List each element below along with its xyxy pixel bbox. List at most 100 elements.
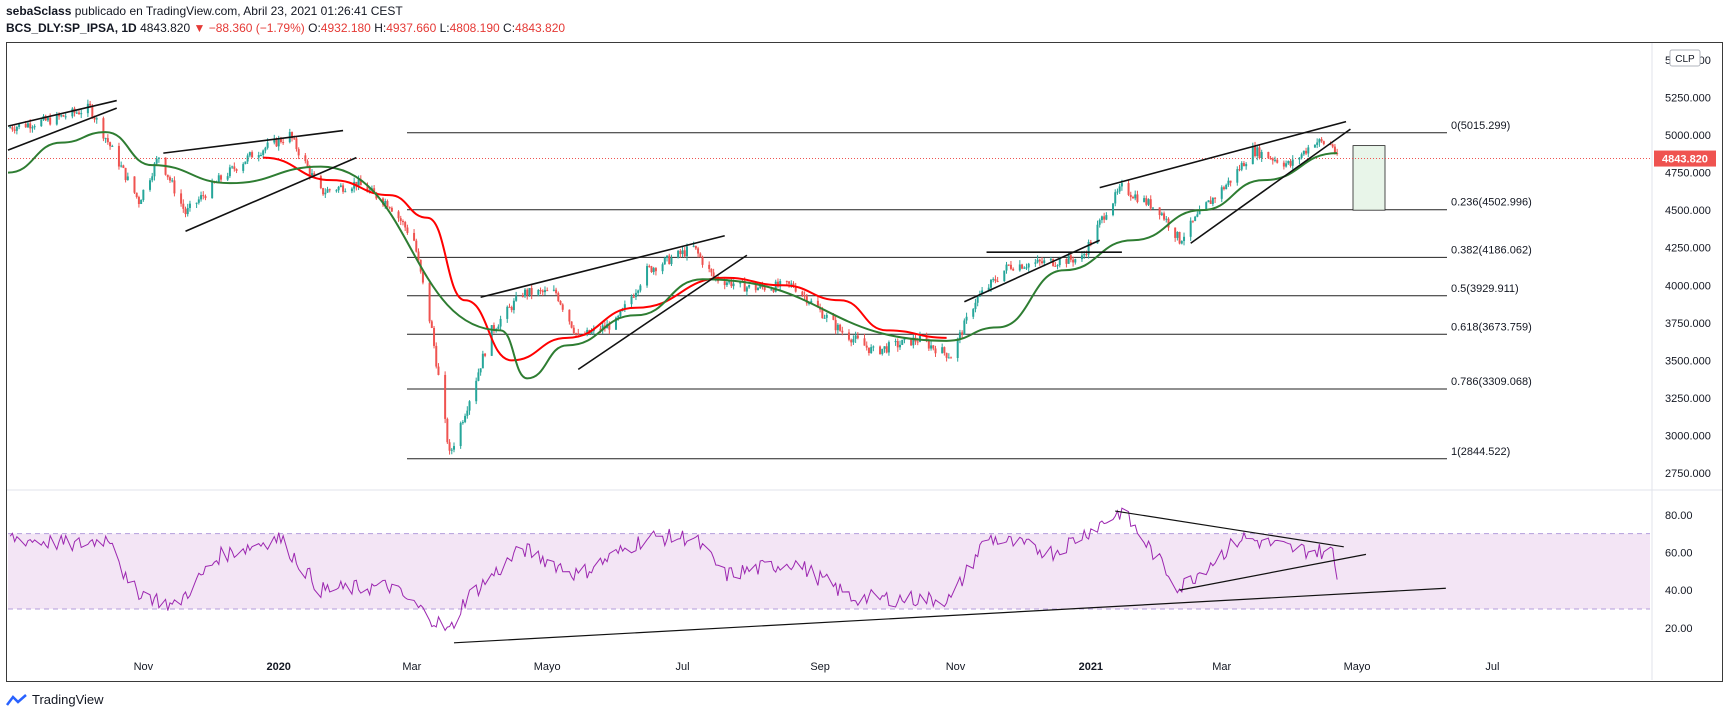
rsi-trend-line	[1115, 510, 1344, 548]
candle-body	[233, 166, 236, 170]
candle-body	[1236, 169, 1239, 183]
candle-body	[62, 115, 65, 117]
candle-body	[947, 357, 950, 359]
candle-body	[1074, 259, 1077, 263]
candle-body	[1065, 259, 1068, 264]
candle-body	[847, 332, 850, 340]
candle-body	[1229, 180, 1232, 183]
currency-badge[interactable]	[1669, 49, 1701, 67]
candle-body	[448, 442, 451, 451]
candle-body	[71, 108, 74, 117]
candle-body	[557, 293, 560, 301]
candle-body	[310, 173, 313, 176]
candle-body	[306, 161, 309, 167]
candle-body	[266, 142, 269, 148]
y-tick-label: 3500.000	[1665, 355, 1711, 367]
candle-body	[1285, 163, 1288, 167]
x-tick-label: Nov	[946, 661, 966, 673]
candle-body	[712, 272, 715, 278]
candle-body	[319, 176, 322, 189]
candle-body	[756, 287, 759, 291]
candle-body	[29, 123, 32, 129]
candle-body	[259, 154, 262, 156]
candle-body	[1069, 255, 1072, 260]
fib-level-label: 1(2844.522)	[1451, 446, 1510, 458]
candle-body	[355, 181, 358, 187]
candle-body	[932, 345, 935, 349]
candle-body	[1211, 197, 1214, 204]
candle-body	[852, 338, 855, 343]
candle-body	[821, 309, 824, 319]
candle-body	[1183, 236, 1186, 242]
candle-body	[106, 138, 109, 143]
candle-body	[13, 129, 16, 131]
candle-body	[1300, 154, 1303, 158]
y-tick-label: 4000.000	[1665, 280, 1711, 292]
candle-body	[881, 348, 884, 355]
candle-body	[1089, 241, 1092, 244]
candle-body	[679, 250, 682, 255]
candle-body	[903, 338, 906, 340]
candle-body	[894, 341, 897, 343]
symbol-label[interactable]: BCS_DLY:SP_IPSA, 1D	[6, 21, 137, 35]
candle-body	[461, 422, 464, 424]
change-arrow-icon: ▼	[193, 21, 206, 35]
candle-body	[732, 283, 735, 287]
last-price-badge	[1654, 150, 1716, 167]
rsi-y-tick-label: 60.00	[1665, 547, 1693, 559]
candle-body	[1034, 262, 1037, 264]
candle-body	[981, 290, 984, 294]
candle-body	[1205, 202, 1208, 210]
candle-body	[677, 250, 680, 258]
candle-body	[856, 335, 859, 339]
candle-body	[149, 180, 152, 190]
candle-body	[304, 155, 307, 162]
candle-body	[211, 181, 214, 199]
candle-body	[652, 268, 655, 273]
candle-body	[666, 255, 669, 258]
candle-body	[1027, 263, 1030, 268]
candle-body	[1320, 139, 1323, 142]
candle-body	[444, 374, 447, 419]
candle-body	[1198, 209, 1201, 215]
candle-body	[171, 180, 174, 182]
candle-body	[961, 332, 964, 335]
candle-body	[683, 250, 686, 257]
candle-body	[515, 295, 518, 301]
trend-line	[163, 129, 344, 154]
candle-body	[883, 346, 886, 349]
candle-body	[1096, 224, 1099, 244]
change-value: −88.360 (−1.79%)	[208, 21, 305, 35]
candle-body	[18, 123, 21, 127]
candle-body	[865, 345, 868, 348]
candle-body	[1120, 183, 1123, 187]
y-tick-label: 3750.000	[1665, 318, 1711, 330]
chart-frame[interactable]	[6, 42, 1723, 682]
candle-body	[850, 339, 853, 343]
candle-body	[950, 357, 953, 359]
footer-brand-label: TradingView	[32, 692, 104, 707]
candle-body	[1114, 192, 1117, 204]
candle-body	[188, 203, 191, 208]
candle-body	[157, 157, 160, 159]
footer-brand[interactable]: TradingView	[6, 692, 104, 707]
candle-body	[1049, 258, 1052, 261]
candle-body	[896, 341, 899, 348]
candle-body	[244, 161, 247, 165]
candle-body	[552, 289, 555, 291]
candle-body	[1287, 161, 1290, 164]
candle-body	[133, 176, 136, 193]
candle-body	[1316, 142, 1319, 145]
candle-body	[46, 117, 49, 121]
candle-body	[120, 165, 123, 167]
candle-body	[934, 348, 937, 354]
candle-body	[854, 335, 857, 339]
candle-body	[202, 195, 205, 197]
candle-body	[794, 286, 797, 292]
author[interactable]: sebaSclass	[6, 4, 72, 18]
y-tick-label: 4500.000	[1665, 205, 1711, 217]
candle-body	[80, 113, 83, 115]
candle-body	[137, 197, 140, 205]
candle-body	[1007, 264, 1010, 266]
